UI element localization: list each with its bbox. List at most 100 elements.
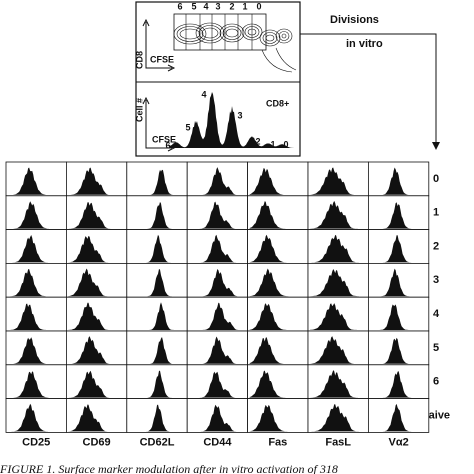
histogram — [189, 404, 246, 432]
histogram — [370, 304, 427, 330]
histogram — [8, 201, 65, 229]
histogram — [310, 336, 367, 364]
histogram — [189, 371, 246, 398]
histogram — [8, 403, 65, 432]
dot-plot-axes — [145, 22, 172, 69]
row-label: 0 — [433, 173, 439, 185]
histogram — [189, 269, 246, 297]
peak-label: 3 — [237, 110, 242, 120]
column-label: CD25 — [22, 436, 50, 448]
peak-label: 6 — [165, 140, 170, 150]
histogram — [128, 169, 186, 195]
contour — [179, 28, 201, 40]
histogram — [370, 371, 427, 398]
row-label: 2 — [433, 240, 439, 252]
histogram — [8, 371, 65, 398]
contour — [265, 34, 275, 42]
division-label: 6 — [177, 1, 182, 11]
column-label: CD69 — [83, 436, 111, 448]
histogram — [249, 234, 306, 263]
contour — [173, 23, 207, 45]
histogram — [128, 302, 186, 330]
histogram — [249, 168, 306, 195]
histogram — [249, 303, 306, 330]
row-label: 4 — [433, 308, 440, 320]
column-label: CD44 — [203, 436, 232, 448]
histogram — [8, 303, 65, 330]
division-label: 4 — [203, 1, 208, 11]
axis-arrow — [142, 96, 150, 105]
row-label: 1 — [433, 207, 439, 219]
contour — [247, 28, 257, 36]
histogram — [189, 234, 246, 263]
histogram — [249, 201, 306, 229]
contour — [222, 26, 242, 40]
column-label: CD62L — [140, 436, 175, 448]
arrowhead — [432, 142, 440, 150]
row-label: 6 — [433, 376, 439, 388]
dot-y-label: CD8 — [134, 51, 144, 69]
histogram — [68, 202, 125, 229]
histogram — [8, 235, 65, 263]
histogram — [8, 167, 65, 195]
contour — [195, 22, 225, 44]
histogram — [370, 337, 427, 364]
histogram — [68, 235, 125, 263]
contour — [259, 29, 281, 47]
histogram — [8, 269, 65, 297]
histogram — [68, 404, 125, 432]
histogram — [370, 235, 427, 263]
peak-label: 2 — [255, 136, 260, 146]
division-label: 2 — [229, 1, 234, 11]
division-label: 0 — [256, 1, 261, 11]
caption: FIGURE 1. Surface marker modulation afte… — [0, 462, 338, 474]
histogram — [370, 202, 427, 229]
contour — [244, 26, 260, 38]
peak-label: 1 — [270, 139, 275, 149]
dot-x-label: CFSE — [150, 54, 174, 64]
histogram — [310, 167, 367, 195]
histogram — [128, 201, 186, 229]
division-label: 5 — [191, 1, 196, 11]
column-label: FasL — [325, 436, 351, 448]
histogram — [310, 200, 367, 229]
histogram — [68, 167, 125, 195]
cfse-histogram: 6 5 4 3 2 1 0 — [165, 89, 296, 150]
contour — [176, 26, 204, 42]
row-label: 3 — [433, 274, 439, 286]
axis-arrow — [142, 18, 150, 27]
annotation-line2: in vitro — [346, 38, 383, 50]
histogram — [310, 269, 367, 297]
hist-y-label: Cell # — [134, 98, 144, 122]
contour — [198, 25, 222, 41]
histogram — [68, 336, 125, 364]
contour — [275, 28, 293, 44]
histogram — [249, 404, 306, 432]
contour — [201, 27, 219, 39]
histogram — [189, 167, 246, 195]
hist-x-label: CFSE — [152, 134, 176, 144]
arrow — [300, 33, 437, 148]
histogram — [128, 337, 186, 364]
column-label: Vα2 — [388, 436, 408, 448]
histogram — [128, 269, 186, 297]
peak-label: 4 — [201, 89, 206, 99]
contour — [225, 28, 239, 38]
histogram — [128, 234, 186, 263]
histogram — [68, 268, 125, 297]
histogram — [370, 167, 427, 195]
peak-label: 5 — [185, 122, 190, 132]
axis-arrow — [167, 64, 176, 72]
peak-label: 0 — [283, 139, 288, 149]
histogram — [68, 302, 125, 330]
histogram — [189, 302, 246, 330]
contour-tail — [261, 47, 297, 73]
contour — [262, 32, 278, 44]
cfse-curve — [170, 92, 296, 148]
histogram — [8, 337, 65, 364]
histogram — [249, 337, 306, 364]
contour — [219, 23, 245, 43]
histogram — [68, 370, 125, 398]
